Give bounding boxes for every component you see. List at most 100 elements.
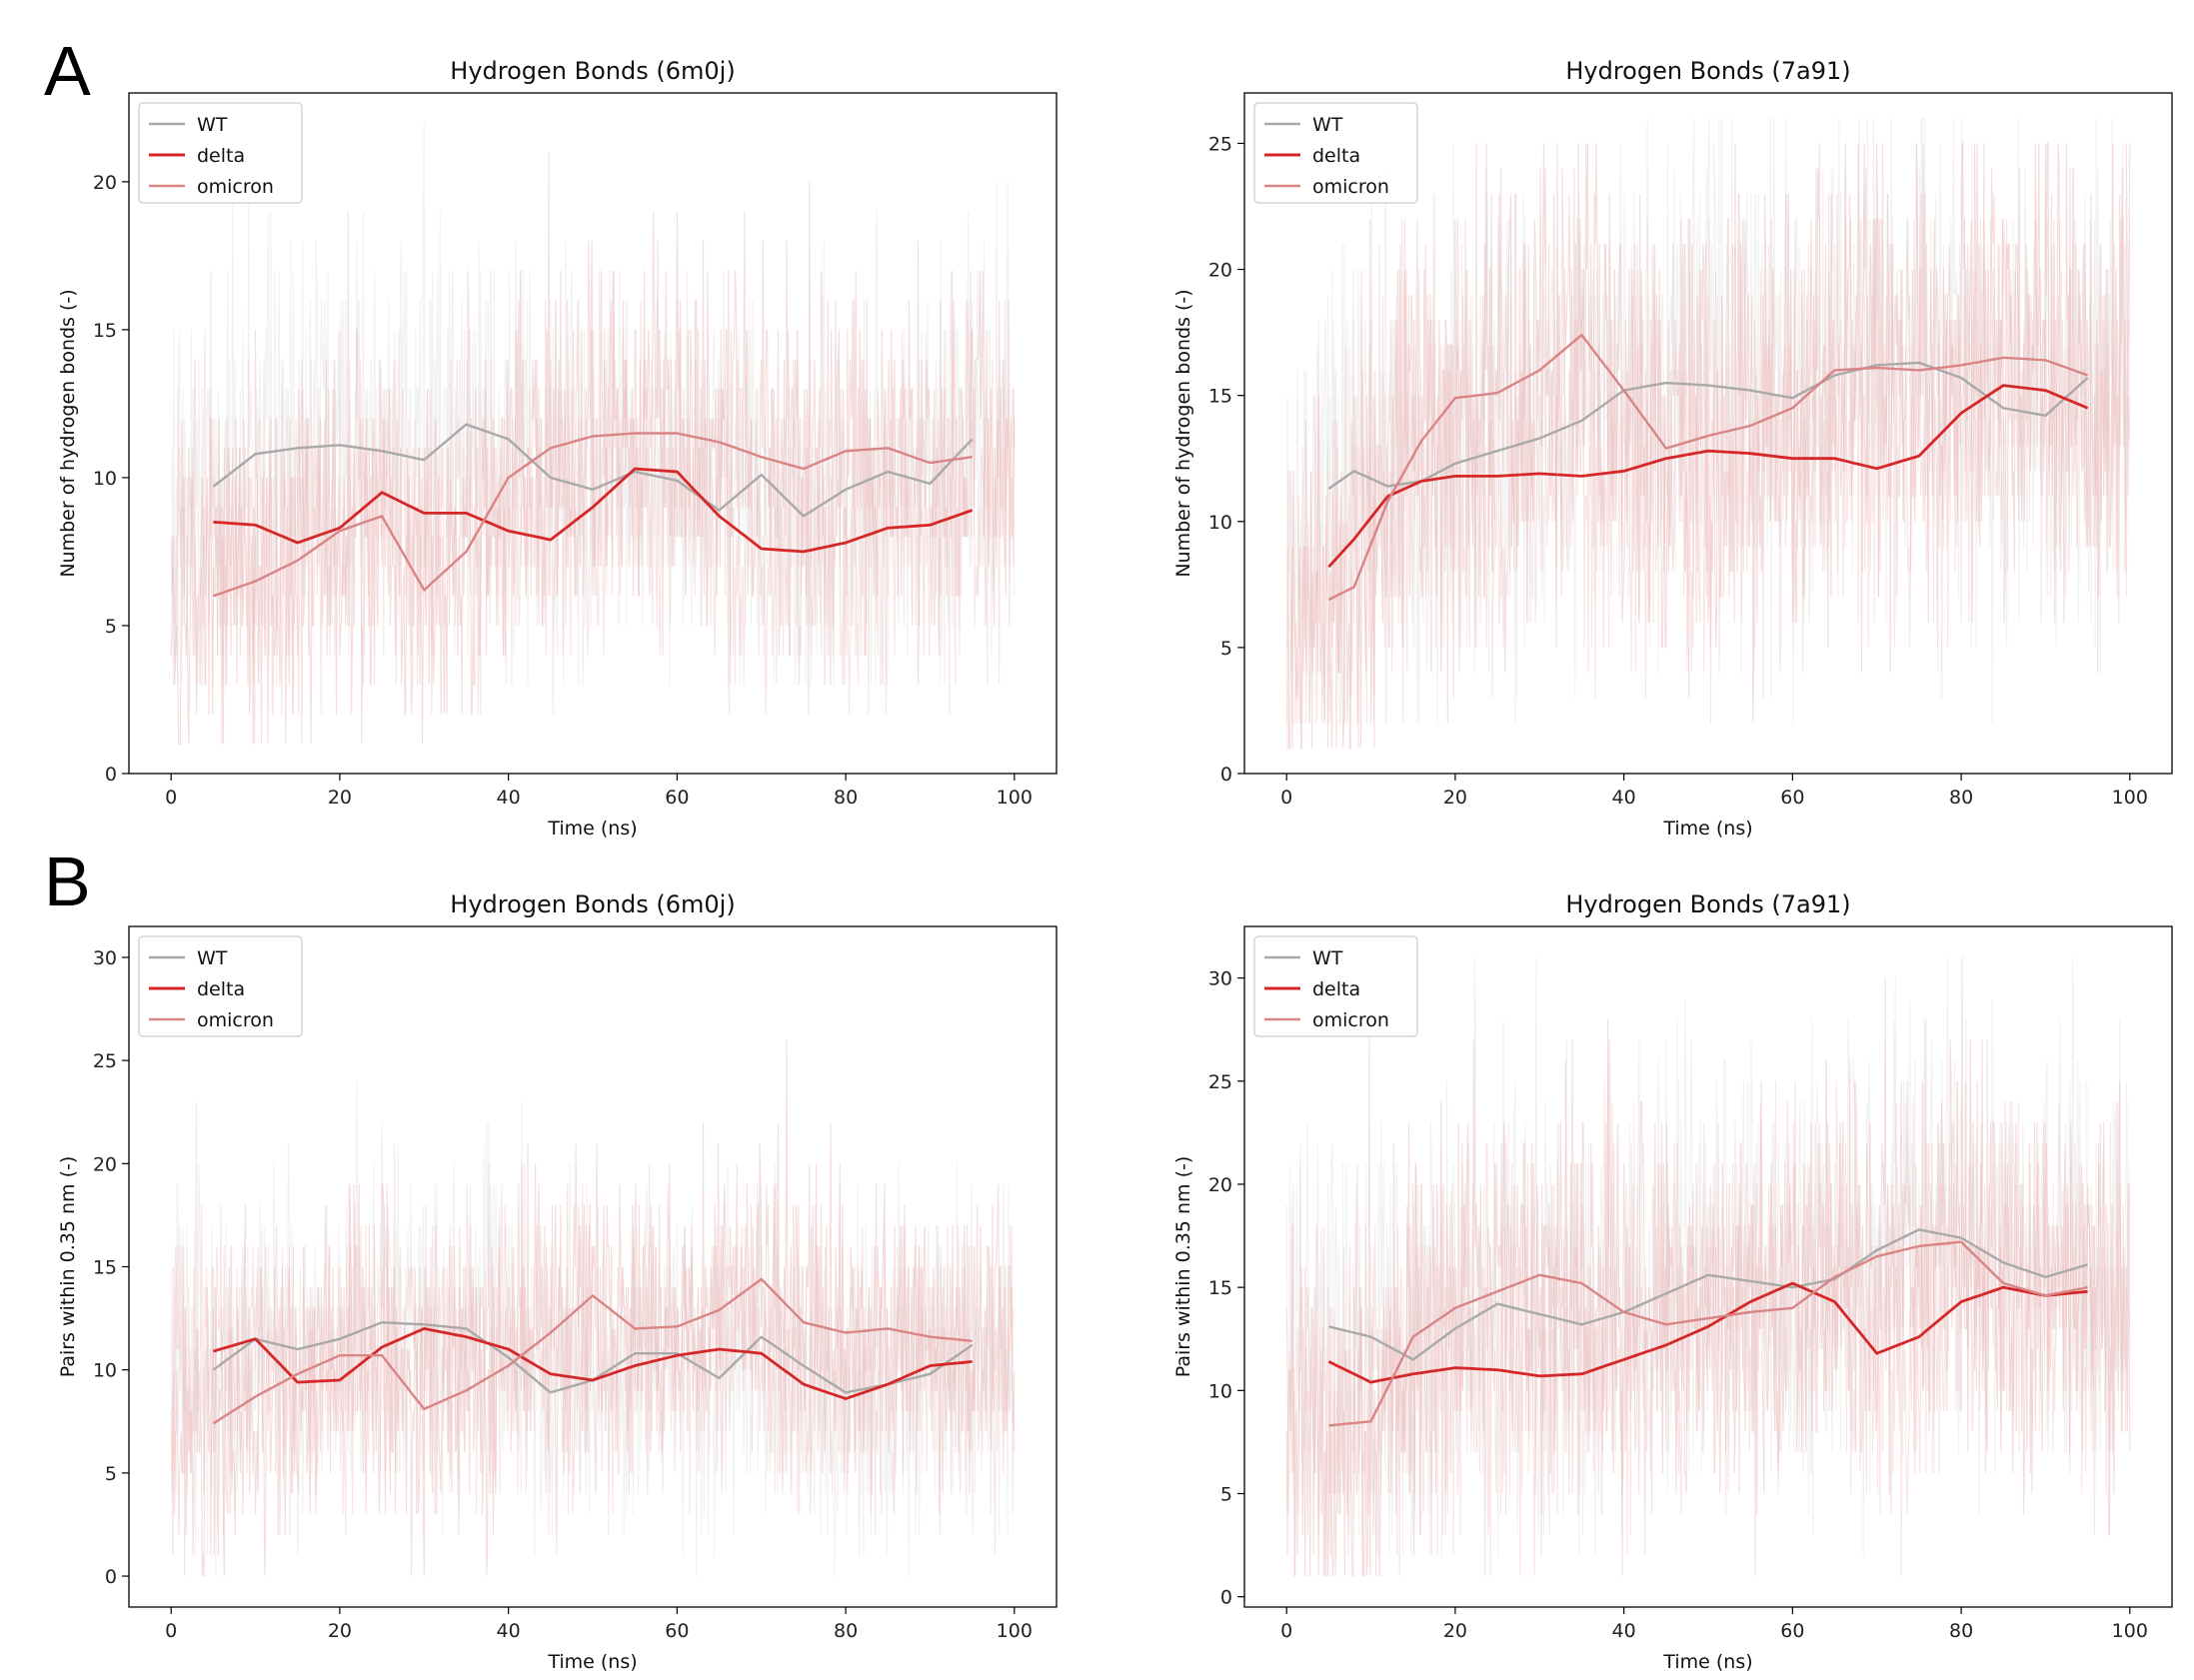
axes-frame [1243,92,2173,775]
raw-trace-delta [1286,218,2131,725]
legend-entry-delta: delta [1312,145,1360,167]
raw-trace-omicron [171,1039,1016,1577]
panel-label-a: A [44,32,91,110]
legend-entry-omicron: omicron [197,1009,274,1031]
legend: WT delta omicron [1253,102,1418,204]
x-axis-label: Time (ns) [1662,1651,1752,1673]
y-tick-label: 0 [1220,1587,1232,1609]
x-tick-label: 60 [1780,787,1804,809]
y-tick-label: 5 [105,616,117,638]
x-tick-label: 80 [834,1620,858,1642]
y-axis-label: Number of hydrogen bonds (-) [1172,289,1194,577]
x-tick-label: 100 [2112,787,2148,809]
y-tick-label: 15 [1208,1277,1232,1299]
y-tick-label: 30 [93,947,117,969]
series-line-delta [213,1327,973,1400]
y-tick-label: 20 [1208,260,1232,282]
x-tick-label: 20 [328,787,352,809]
legend-box [1253,935,1418,1037]
x-tick-label: 100 [997,1620,1033,1642]
y-axis-label: Pairs within 0.35 nm (-) [1172,1156,1194,1378]
chart-4: 0 20 40 60 80 100 0 5 10 15 20 25 30 Hydrogen Bonds (… [1172,890,2173,1673]
series-line-delta [1327,384,2089,569]
axes-frame [128,92,1058,775]
x-tick-label: 40 [1612,787,1636,809]
y-tick-label: 15 [93,320,117,342]
y-tick-label: 10 [93,1360,117,1382]
legend-entry-wt: WT [197,114,228,136]
legend-entry-delta: delta [197,978,245,1000]
legend: WT delta omicron [1253,935,1418,1037]
x-tick-label: 80 [1949,787,1973,809]
x-axis-label: Time (ns) [547,818,637,840]
raw-trace-omicron [1286,142,2131,750]
x-tick-label: 20 [1443,787,1467,809]
x-tick-label: 60 [665,787,689,809]
y-tick-label: 25 [93,1050,117,1072]
y-tick-label: 20 [93,172,117,194]
x-tick-label: 60 [1780,1620,1804,1642]
x-axis-label: Time (ns) [1662,818,1752,840]
legend-box [1253,102,1418,204]
x-tick-label: 40 [497,787,521,809]
plot-area [170,1039,1016,1577]
raw-trace-delta [1285,1080,2131,1577]
raw-trace-wt [1285,956,2131,1556]
legend: WT delta omicron [138,935,303,1037]
x-tick-label: 60 [665,1620,689,1642]
y-tick-label: 15 [1208,386,1232,408]
legend-box [138,102,303,204]
plot-area [170,122,1016,745]
raw-trace-wt [1285,117,2131,725]
legend-entry-wt: WT [1312,114,1343,136]
series-line-omicron [213,432,973,598]
y-tick-label: 15 [93,1257,117,1279]
y-tick-label: 0 [105,764,117,786]
legend-entry-omicron: omicron [1312,1009,1389,1031]
x-tick-label: 0 [165,1620,177,1642]
x-tick-label: 0 [165,787,177,809]
raw-trace-wt [170,1080,1016,1577]
panel-label-b: B [44,842,91,920]
chart-1: 0 20 40 60 80 100 0 5 10 15 20 Hydrogen Bonds (6m0j… [57,57,1058,840]
x-tick-label: 40 [1612,1620,1636,1642]
legend-box [138,935,303,1037]
x-tick-label: 100 [2112,1620,2148,1642]
y-axis-label: Number of hydrogen bonds (-) [57,289,79,577]
series-line-omicron [1328,1240,2088,1427]
chart-title: Hydrogen Bonds (7a91) [1565,57,1850,85]
legend: WT delta omicron [138,102,303,204]
series-line-wt [1327,361,2089,490]
y-tick-label: 5 [1220,638,1232,660]
raw-trace-omicron [170,152,1016,745]
legend-entry-delta: delta [1312,978,1360,1000]
legend-entry-omicron: omicron [1312,176,1389,198]
chart-title: Hydrogen Bonds (6m0j) [450,890,735,918]
legend-entry-wt: WT [197,947,228,969]
plot-area [1285,117,2131,750]
x-tick-label: 20 [1443,1620,1467,1642]
axes-frame [1243,925,2173,1608]
chart-2: 0 20 40 60 80 100 0 5 10 15 20 25 Hydrogen Bonds (7a… [1172,57,2173,840]
y-tick-label: 10 [93,468,117,490]
series-line-delta [1327,1281,2088,1384]
series-line-omicron [212,1277,973,1425]
y-tick-label: 25 [1208,1071,1232,1093]
y-tick-label: 0 [105,1566,117,1588]
plot-area [1285,956,2131,1577]
y-tick-label: 5 [1220,1484,1232,1506]
series-line-wt [212,423,974,518]
x-tick-label: 100 [997,787,1033,809]
y-tick-label: 5 [105,1463,117,1485]
chart-title: Hydrogen Bonds (7a91) [1565,890,1850,918]
y-tick-label: 20 [93,1153,117,1175]
x-tick-label: 80 [1949,1620,1973,1642]
x-tick-label: 0 [1280,1620,1292,1642]
legend-entry-omicron: omicron [197,176,274,198]
legend-entry-delta: delta [197,145,245,167]
x-tick-label: 20 [328,1620,352,1642]
y-tick-label: 30 [1208,968,1232,990]
y-tick-label: 10 [1208,1380,1232,1402]
